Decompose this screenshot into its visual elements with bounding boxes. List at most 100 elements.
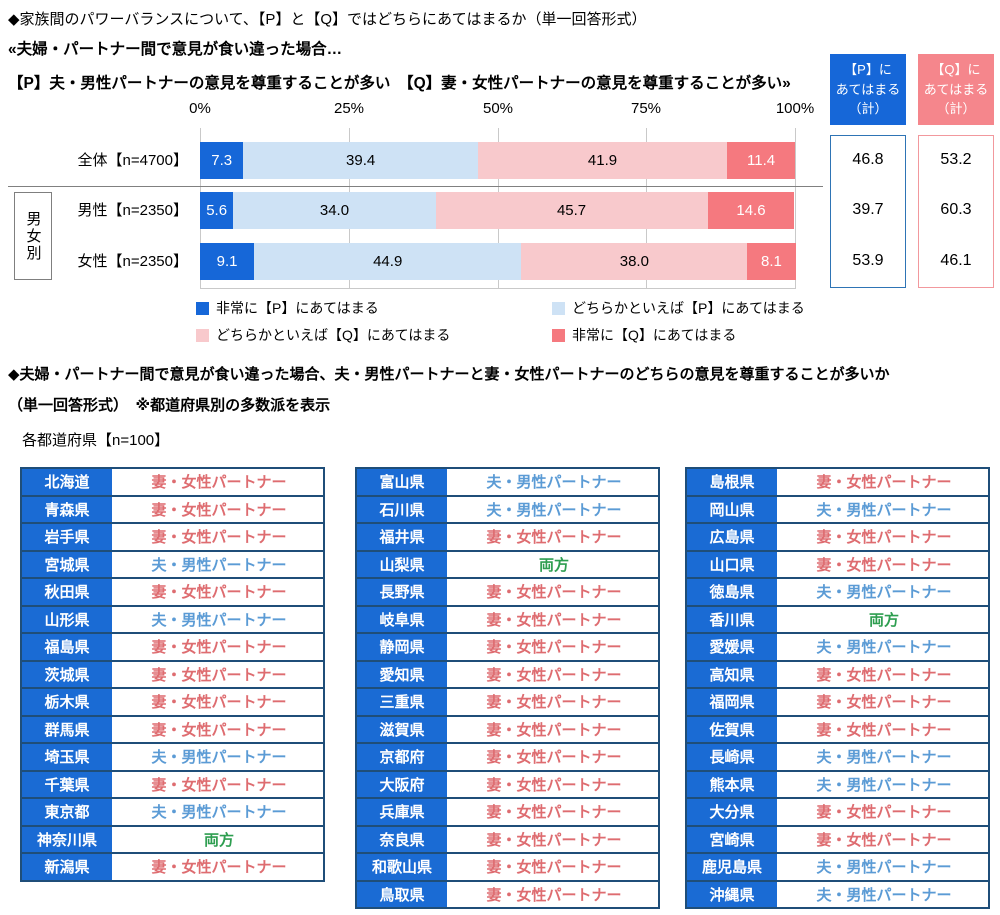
- bar-segment: 38.0: [521, 243, 748, 280]
- prefecture-cell: 茨城県: [22, 661, 115, 687]
- table-row: 長野県 妻・女性パートナー: [357, 579, 658, 605]
- table-row: 島根県 妻・女性パートナー: [687, 469, 988, 495]
- majority-cell: 妻・女性パートナー: [486, 584, 622, 602]
- majority-cell: 妻・女性パートナー: [816, 804, 952, 822]
- bar-value-label: 11.4: [747, 152, 776, 169]
- majority-cell: 妻・女性パートナー: [486, 749, 622, 767]
- gridline: [795, 128, 796, 289]
- table-row: 和歌山県 妻・女性パートナー: [357, 854, 658, 880]
- bar-value-label: 38.0: [619, 253, 649, 270]
- majority-cell: 妻・女性パートナー: [816, 556, 952, 574]
- bar-segment: 41.9: [477, 142, 728, 179]
- prefecture-cell: 滋賀県: [357, 716, 450, 742]
- prefecture-cell: 群馬県: [22, 716, 115, 742]
- bar-value-label: 5.6: [206, 202, 228, 219]
- majority-cell: 夫・男性パートナー: [486, 501, 622, 519]
- table-row: 宮崎県 妻・女性パートナー: [687, 826, 988, 852]
- prefecture-table: 島根県 妻・女性パートナー 岡山県 夫・男性パートナー 広島県 妻・女性パートナー 山口県妻…: [685, 467, 990, 909]
- table-row: 宮城県 夫・男性パートナー: [22, 551, 323, 577]
- table-row: 福井県 妻・女性パートナー: [357, 524, 658, 550]
- table-row: 石川県 夫・男性パートナー: [357, 496, 658, 522]
- section2-title: ◆夫婦・パートナー間で意見が食い違った場合、夫・男性パートナーと妻・女性パートナ…: [8, 366, 890, 383]
- majority-cell: 妻・女性パートナー: [151, 694, 287, 712]
- section2-subtitle: （単一回答形式） ※都道府県別の多数派を表示: [8, 397, 331, 414]
- majority-cell: 妻・女性パートナー: [816, 721, 952, 739]
- bar-segment: 14.6: [707, 192, 795, 229]
- category-labels: 全体【n=4700】 男性【n=2350】 女性【n=2350】: [8, 128, 192, 289]
- legend-swatch: [552, 301, 565, 315]
- prefecture-cell: 新潟県: [22, 854, 115, 880]
- majority-cell: 妻・女性パートナー: [151, 529, 287, 547]
- prefecture-cell: 石川県: [357, 496, 450, 522]
- majority-cell: 夫・男性パートナー: [816, 776, 952, 794]
- bar-segment: 8.1: [747, 243, 796, 280]
- axis-tick-75: 75%: [630, 100, 662, 117]
- majority-cell: 妻・女性パートナー: [486, 804, 622, 822]
- bar-segment: 45.7: [435, 192, 708, 229]
- survey-question-title: ◆家族間のパワーバランスについて、【P】と【Q】ではどちらにあてはまるか（単一回…: [8, 11, 647, 28]
- prefecture-cell: 山形県: [22, 606, 115, 632]
- summary-value: 46.1: [940, 252, 972, 269]
- majority-cell: 夫・男性パートナー: [151, 556, 287, 574]
- legend-swatch: [552, 328, 565, 342]
- legend-item: どちらかといえば【P】にあてはまる: [552, 298, 805, 318]
- table-row: 静岡県 妻・女性パートナー: [357, 634, 658, 660]
- summary-value: 39.7: [852, 201, 884, 218]
- majority-cell: 妻・女性パートナー: [151, 721, 287, 739]
- prefecture-table: 富山県 夫・男性パートナー 石川県 夫・男性パートナー 福井県 妻・女性パートナー 山梨県両…: [355, 467, 660, 909]
- bar-value-label: 45.7: [556, 202, 587, 219]
- table-row: 高知県 妻・女性パートナー: [687, 661, 988, 687]
- table-row: 佐賀県 妻・女性パートナー: [687, 716, 988, 742]
- majority-cell: 夫・男性パートナー: [151, 749, 287, 767]
- bar-segment: 34.0: [233, 192, 436, 229]
- bar-segment: 9.1: [200, 243, 255, 280]
- table-row: 秋田県 妻・女性パートナー: [22, 579, 323, 605]
- table-row: 広島県 妻・女性パートナー: [687, 524, 988, 550]
- prefecture-cell: 静岡県: [357, 634, 450, 660]
- prefecture-cell: 岐阜県: [357, 606, 450, 632]
- bar-row: 7.3 39.4 41.9 11.4: [200, 142, 796, 179]
- bar-value-label: 8.1: [761, 253, 782, 270]
- bar-segment: 7.3: [200, 142, 244, 179]
- majority-cell: 夫・男性パートナー: [816, 749, 952, 767]
- prefecture-cell: 長崎県: [687, 744, 780, 770]
- majority-cell: 妻・女性パートナー: [151, 639, 287, 657]
- prefecture-cell: 徳島県: [687, 579, 780, 605]
- prefecture-cell: 熊本県: [687, 771, 780, 797]
- summary-value: 53.2: [940, 151, 972, 168]
- table-row: 鹿児島県 夫・男性パートナー: [687, 854, 988, 880]
- prefecture-cell: 和歌山県: [357, 854, 450, 880]
- majority-cell: 妻・女性パートナー: [486, 639, 622, 657]
- prefecture-cell: 千葉県: [22, 771, 115, 797]
- survey-options-subtitle: 【P】夫・男性パートナーの意見を尊重することが多い 【Q】妻・女性パートナーの意…: [8, 75, 791, 92]
- prefecture-cell: 鹿児島県: [687, 854, 780, 880]
- table-row: 岡山県 夫・男性パートナー: [687, 496, 988, 522]
- majority-cell: 妻・女性パートナー: [151, 776, 287, 794]
- legend-label: どちらかといえば【P】にあてはまる: [572, 300, 805, 316]
- summary-q-values: 53.2 60.3 46.1: [918, 135, 994, 288]
- table-row: 福島県 妻・女性パートナー: [22, 634, 323, 660]
- prefecture-cell: 京都府: [357, 744, 450, 770]
- majority-cell: 妻・女性パートナー: [151, 859, 287, 877]
- table-row: 兵庫県 妻・女性パートナー: [357, 799, 658, 825]
- legend-swatch: [196, 328, 209, 342]
- table-row: 京都府 妻・女性パートナー: [357, 744, 658, 770]
- majority-cell: 妻・女性パートナー: [486, 886, 622, 904]
- prefecture-cell: 宮崎県: [687, 826, 780, 852]
- legend-swatch: [196, 301, 209, 315]
- prefecture-cell: 岡山県: [687, 496, 780, 522]
- bar-value-label: 34.0: [319, 202, 350, 219]
- table-row: 愛知県 妻・女性パートナー: [357, 661, 658, 687]
- majority-cell: 妻・女性パートナー: [486, 831, 622, 849]
- majority-cell: 夫・男性パートナー: [816, 859, 952, 877]
- majority-cell: 妻・女性パートナー: [816, 666, 952, 684]
- axis-tick-25: 25%: [333, 100, 365, 117]
- majority-cell: 夫・男性パートナー: [486, 474, 622, 492]
- table-row: 鳥取県 妻・女性パートナー: [357, 881, 658, 907]
- table-row: 沖縄県 夫・男性パートナー: [687, 881, 988, 907]
- prefecture-cell: 北海道: [22, 469, 115, 495]
- prefecture-caption: 各都道府県【n=100】: [22, 432, 170, 449]
- bar-segment: 5.6: [200, 192, 234, 229]
- survey-condition-subtitle: «夫婦・パートナー間で意見が食い違った場合…: [8, 41, 343, 58]
- prefecture-cell: 福島県: [22, 634, 115, 660]
